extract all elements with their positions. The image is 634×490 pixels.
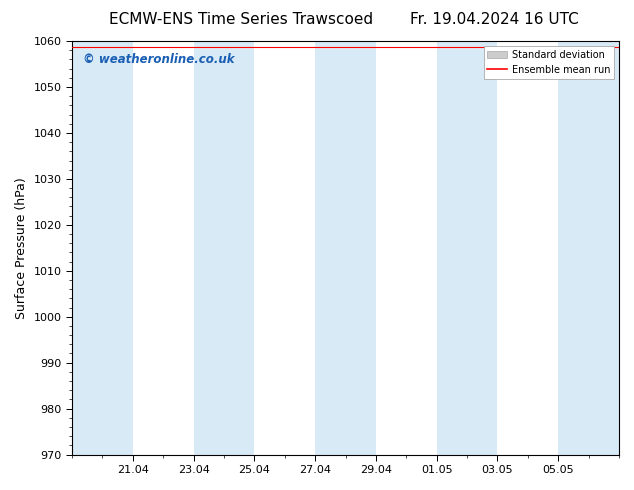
Bar [72, 41, 133, 455]
Bar [315, 41, 376, 455]
Legend: Standard deviation, Ensemble mean run: Standard deviation, Ensemble mean run [484, 46, 614, 78]
Text: ECMW-ENS Time Series Trawscoed: ECMW-ENS Time Series Trawscoed [109, 12, 373, 27]
Text: Fr. 19.04.2024 16 UTC: Fr. 19.04.2024 16 UTC [410, 12, 579, 27]
Bar [437, 41, 498, 455]
Bar [193, 41, 254, 455]
Text: © weatheronline.co.uk: © weatheronline.co.uk [83, 53, 235, 67]
Y-axis label: Surface Pressure (hPa): Surface Pressure (hPa) [15, 177, 28, 318]
Bar [558, 41, 619, 455]
